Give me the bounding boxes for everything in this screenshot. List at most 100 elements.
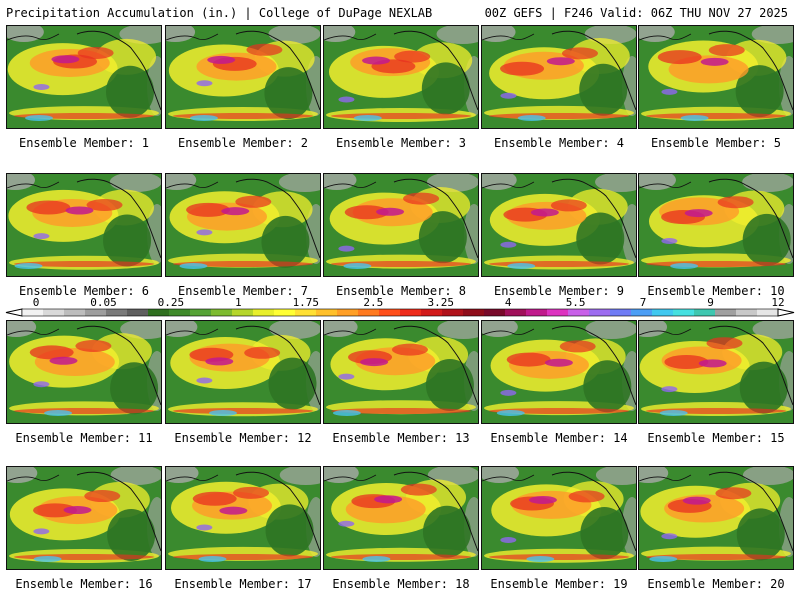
coastline: [482, 474, 535, 482]
precip-band-red: [331, 554, 471, 560]
ensemble-panel-18: [323, 466, 479, 570]
ensemble-member-label: Ensemble Member: 14: [490, 431, 628, 445]
ensemble-panel-8: [323, 173, 479, 277]
precip-band-red: [173, 261, 313, 267]
coastline: [166, 328, 219, 336]
colorbar-tick-label: 9: [707, 296, 714, 309]
colorbar-tick-label: 3.25: [427, 296, 454, 309]
precip-core-cyan: [343, 263, 372, 269]
ensemble-member-label: Ensemble Member: 6: [18, 284, 150, 298]
colorbar-tick-label: 12: [771, 296, 784, 309]
dry-area: [482, 26, 516, 42]
dry-area: [639, 174, 676, 190]
precip-map: [482, 467, 636, 569]
precip-core-red: [561, 47, 598, 60]
precip-core-magenta: [362, 56, 391, 65]
ensemble-panel-6: [6, 173, 162, 277]
precip-core-red: [233, 486, 270, 499]
dry-area: [742, 467, 793, 485]
precip-core-cyan: [25, 115, 54, 121]
precip-map: [324, 26, 478, 128]
precip-core-magenta: [530, 208, 559, 217]
dry-area: [751, 26, 793, 44]
precip-map: [7, 174, 161, 276]
dry-area: [482, 467, 520, 483]
precip-core-magenta: [544, 358, 573, 367]
coastline: [482, 328, 535, 336]
dry-area: [110, 467, 161, 485]
precip-map: [639, 467, 793, 569]
colorbar-swatch: [106, 309, 128, 316]
precip-core-cyan: [208, 410, 237, 416]
dry-ocean: [418, 211, 467, 264]
precip-core-red: [400, 483, 437, 496]
coastline: [482, 181, 535, 189]
precip-core-red: [550, 199, 587, 212]
precip-core-magenta: [51, 55, 80, 64]
coastline: [324, 474, 377, 482]
precip-core-cyan: [526, 556, 555, 562]
precip-map: [166, 26, 320, 128]
precip-core-magenta: [221, 207, 250, 216]
dry-area: [166, 467, 199, 483]
dry-area: [324, 174, 357, 190]
coastline: [324, 328, 377, 336]
coastline: [639, 328, 692, 336]
dry-ocean: [576, 212, 625, 265]
colorbar-swatch: [295, 309, 317, 316]
precip-core-magenta: [546, 57, 575, 66]
coastline: [235, 30, 320, 111]
dry-area: [166, 321, 198, 337]
colorbar-swatch: [400, 309, 422, 316]
precip-core-magenta: [205, 357, 234, 366]
precip-core-purple: [500, 389, 517, 396]
precip-core-cyan: [44, 410, 73, 416]
precip-band-red: [14, 261, 154, 267]
coastline: [551, 325, 636, 406]
ensemble-member-label: Ensemble Member: 5: [650, 136, 782, 150]
precip-core-purple: [338, 245, 355, 252]
coastline: [76, 30, 161, 111]
colorbar-swatch: [694, 309, 716, 316]
colorbar-tick-label: 1.75: [293, 296, 320, 309]
coastline: [639, 181, 692, 189]
precip-band-red: [646, 113, 786, 119]
ensemble-member-label: Ensemble Member: 17: [174, 577, 312, 591]
precip-map: [166, 467, 320, 569]
colorbar-swatch: [85, 309, 107, 316]
precip-core-magenta: [65, 206, 94, 215]
dry-ocean: [580, 507, 629, 560]
dry-ocean: [742, 213, 791, 266]
coastline: [7, 33, 60, 41]
precipitation-colorbar: 0 0.05 0.25 1 1.75 2.5 3.25 4 5.5 7 9 12: [5, 296, 795, 317]
dry-area: [279, 467, 320, 485]
precip-core-magenta: [376, 207, 405, 216]
precip-band-red: [331, 113, 471, 119]
precip-core-magenta: [219, 506, 248, 515]
precip-core-red: [86, 198, 123, 211]
precip-core-magenta: [63, 506, 92, 515]
dry-ocean: [421, 62, 470, 115]
coastline: [393, 178, 478, 259]
precip-core-red: [568, 490, 605, 503]
precip-core-red: [186, 202, 231, 217]
dry-ocean: [579, 63, 628, 116]
coastline: [708, 471, 793, 552]
precip-core-magenta: [698, 359, 727, 368]
ensemble-panel-14: [481, 320, 637, 424]
precip-core-red: [26, 200, 71, 215]
dry-area: [324, 467, 359, 483]
precip-map: [482, 26, 636, 128]
dry-area: [595, 174, 636, 192]
colorbar-swatch: [484, 309, 506, 316]
precip-core-cyan: [496, 410, 525, 416]
ensemble-panel-20: [638, 466, 794, 570]
ensemble-member-label: Ensemble Member: 3: [335, 136, 467, 150]
precip-core-magenta: [360, 358, 389, 367]
precip-core-magenta: [49, 356, 78, 365]
dry-area: [595, 467, 636, 485]
colorbar-swatch: [253, 309, 275, 316]
dry-area: [585, 321, 636, 339]
dry-ocean: [261, 215, 310, 268]
colorbar-tick-label: 0: [33, 296, 40, 309]
